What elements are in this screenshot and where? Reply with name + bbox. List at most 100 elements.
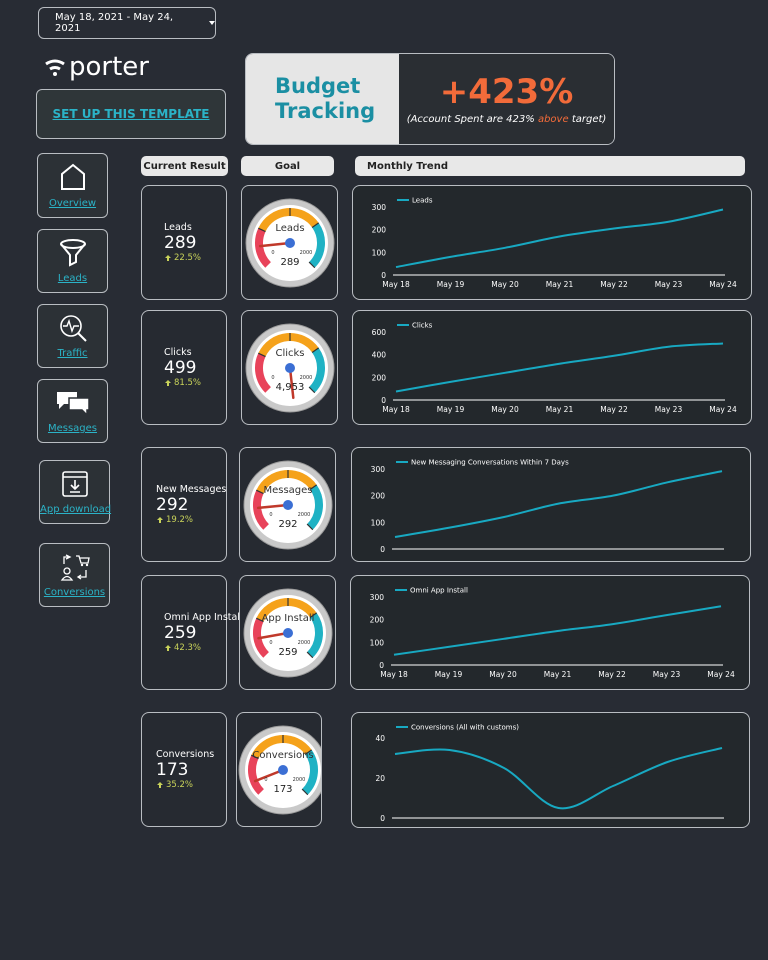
gauge-tick <box>255 617 264 622</box>
y-tick-label: 200 <box>371 492 386 501</box>
metric-change: 81.5% <box>164 378 226 388</box>
up-arrow <box>165 255 171 261</box>
nav-item[interactable]: Messages <box>37 379 108 443</box>
nav-item[interactable]: Leads <box>37 229 108 293</box>
y-tick-label: 300 <box>370 593 385 602</box>
gauge-label: App Install <box>261 613 314 624</box>
note-highlight: above <box>537 114 569 125</box>
trend-card: 0 100 200 300 May 18 May 19 May 20 May 21 May 22… <box>352 185 752 300</box>
nav-label[interactable]: Overview <box>48 198 97 209</box>
nav-label[interactable]: Conversions <box>43 587 106 598</box>
y-tick-label: 0 <box>381 271 386 280</box>
nav-icon <box>61 471 88 497</box>
metric-change: 42.3% <box>164 643 226 653</box>
nav-item[interactable]: Traffic <box>37 304 108 368</box>
nav-icon <box>56 392 90 417</box>
x-tick-label: May 22 <box>598 670 626 679</box>
legend-label: Leads <box>412 197 433 205</box>
x-tick-label: May 21 <box>544 670 572 679</box>
y-tick-label: 300 <box>371 465 386 474</box>
nav-label[interactable]: Traffic <box>57 348 88 359</box>
header: Current Result <box>143 160 226 172</box>
change-text: 81.5% <box>174 378 202 388</box>
gauge-band <box>248 754 265 795</box>
gauge-value: 173 <box>273 784 292 795</box>
dropdown-icon <box>209 21 215 25</box>
gauge-band <box>254 227 271 268</box>
x-tick-label: May 19 <box>437 280 465 289</box>
setup-link[interactable]: SET UP THIS TEMPLATE <box>52 107 210 121</box>
metric-name: Conversions <box>156 749 215 760</box>
gauge-band <box>254 352 271 393</box>
arrow-shape <box>157 517 163 523</box>
nav-label[interactable]: App download <box>40 504 112 515</box>
gauge-min: 0 <box>269 512 272 518</box>
trend-line <box>393 605 722 656</box>
gauge-band <box>306 612 323 658</box>
nav-item[interactable]: Overview <box>37 153 108 218</box>
legend-label: Clicks <box>412 322 433 330</box>
x-tick-label: May 20 <box>489 670 517 679</box>
date-range-picker[interactable]: May 18, 2021 - May 24, 2021 <box>38 7 216 39</box>
goal-card: Leads 0 2000 289 <box>241 185 338 300</box>
metric-change: 35.2% <box>156 780 226 790</box>
x-tick-label: May 20 <box>491 405 519 414</box>
y-tick-label: 600 <box>372 328 387 337</box>
gauge-min: 0 <box>269 640 272 646</box>
y-tick-label: 0 <box>379 661 384 670</box>
nav-icon <box>60 163 85 190</box>
metric-value: 289 <box>164 233 197 253</box>
x-tick-label: May 19 <box>435 670 463 679</box>
y-tick-label: 200 <box>372 373 387 382</box>
gauge-tick <box>309 611 317 618</box>
nav-item[interactable]: App download <box>39 460 112 524</box>
gauge-tick <box>306 523 313 530</box>
x-tick-label: May 23 <box>653 670 681 679</box>
gauge-value: 259 <box>278 647 297 658</box>
up-arrow <box>157 782 163 788</box>
nav-label[interactable]: Leads <box>57 273 88 284</box>
gauge-tick <box>251 754 259 759</box>
budget-value: +423% <box>439 72 574 112</box>
note-text: (Account Spent are 423% <box>406 114 535 125</box>
gauge-band <box>257 207 319 232</box>
nav-label[interactable]: Messages <box>47 423 98 434</box>
gauge-tick <box>306 651 313 658</box>
nav-item[interactable]: Conversions <box>39 543 110 607</box>
gauge-needle <box>256 503 289 509</box>
x-tick-label: May 24 <box>709 280 737 289</box>
gauge-needle <box>258 241 291 247</box>
metric-value: 173 <box>156 760 189 780</box>
header-pill: Monthly Trend <box>355 156 745 176</box>
gauge-band <box>255 597 317 622</box>
header: Goal <box>274 160 301 172</box>
x-tick-label: May 18 <box>382 405 410 414</box>
y-tick-label: 100 <box>372 248 387 257</box>
goal-card: Messages 0 2000 292 <box>239 447 336 562</box>
trend-line <box>395 342 724 393</box>
nav-icon <box>59 315 87 342</box>
gauge-tick <box>308 386 315 393</box>
gauge-hub <box>282 627 293 638</box>
metric-name: Omni App Install <box>164 612 243 623</box>
gauge-max: 2000 <box>297 640 310 646</box>
x-tick-label: May 21 <box>546 405 574 414</box>
gauge-max: 2000 <box>299 250 312 256</box>
result-card: Clicks 499 81.5% <box>141 310 227 425</box>
goal-card: Conversions 0 2000 173 <box>236 712 322 827</box>
gauge-label: Clicks <box>275 348 304 359</box>
gauge-value: 289 <box>280 257 299 268</box>
y-tick-label: 100 <box>371 518 386 527</box>
trend-card: 0 100 200 300 May 18 May 19 May 20 May 21 May 22… <box>350 575 750 690</box>
goal-card: Clicks 0 2000 4,953 <box>241 310 338 425</box>
gauge-min: 0 <box>264 777 267 783</box>
change-text: 22.5% <box>174 253 202 263</box>
line-chart: 0 100 200 300 May 18 May 19 May 20 May 21 May 22… <box>372 197 737 290</box>
gauge-label: Leads <box>275 223 304 234</box>
up-arrow <box>165 380 171 386</box>
metric-name: Leads <box>164 222 192 233</box>
legend-label: Conversions (All with customs) <box>411 724 519 732</box>
